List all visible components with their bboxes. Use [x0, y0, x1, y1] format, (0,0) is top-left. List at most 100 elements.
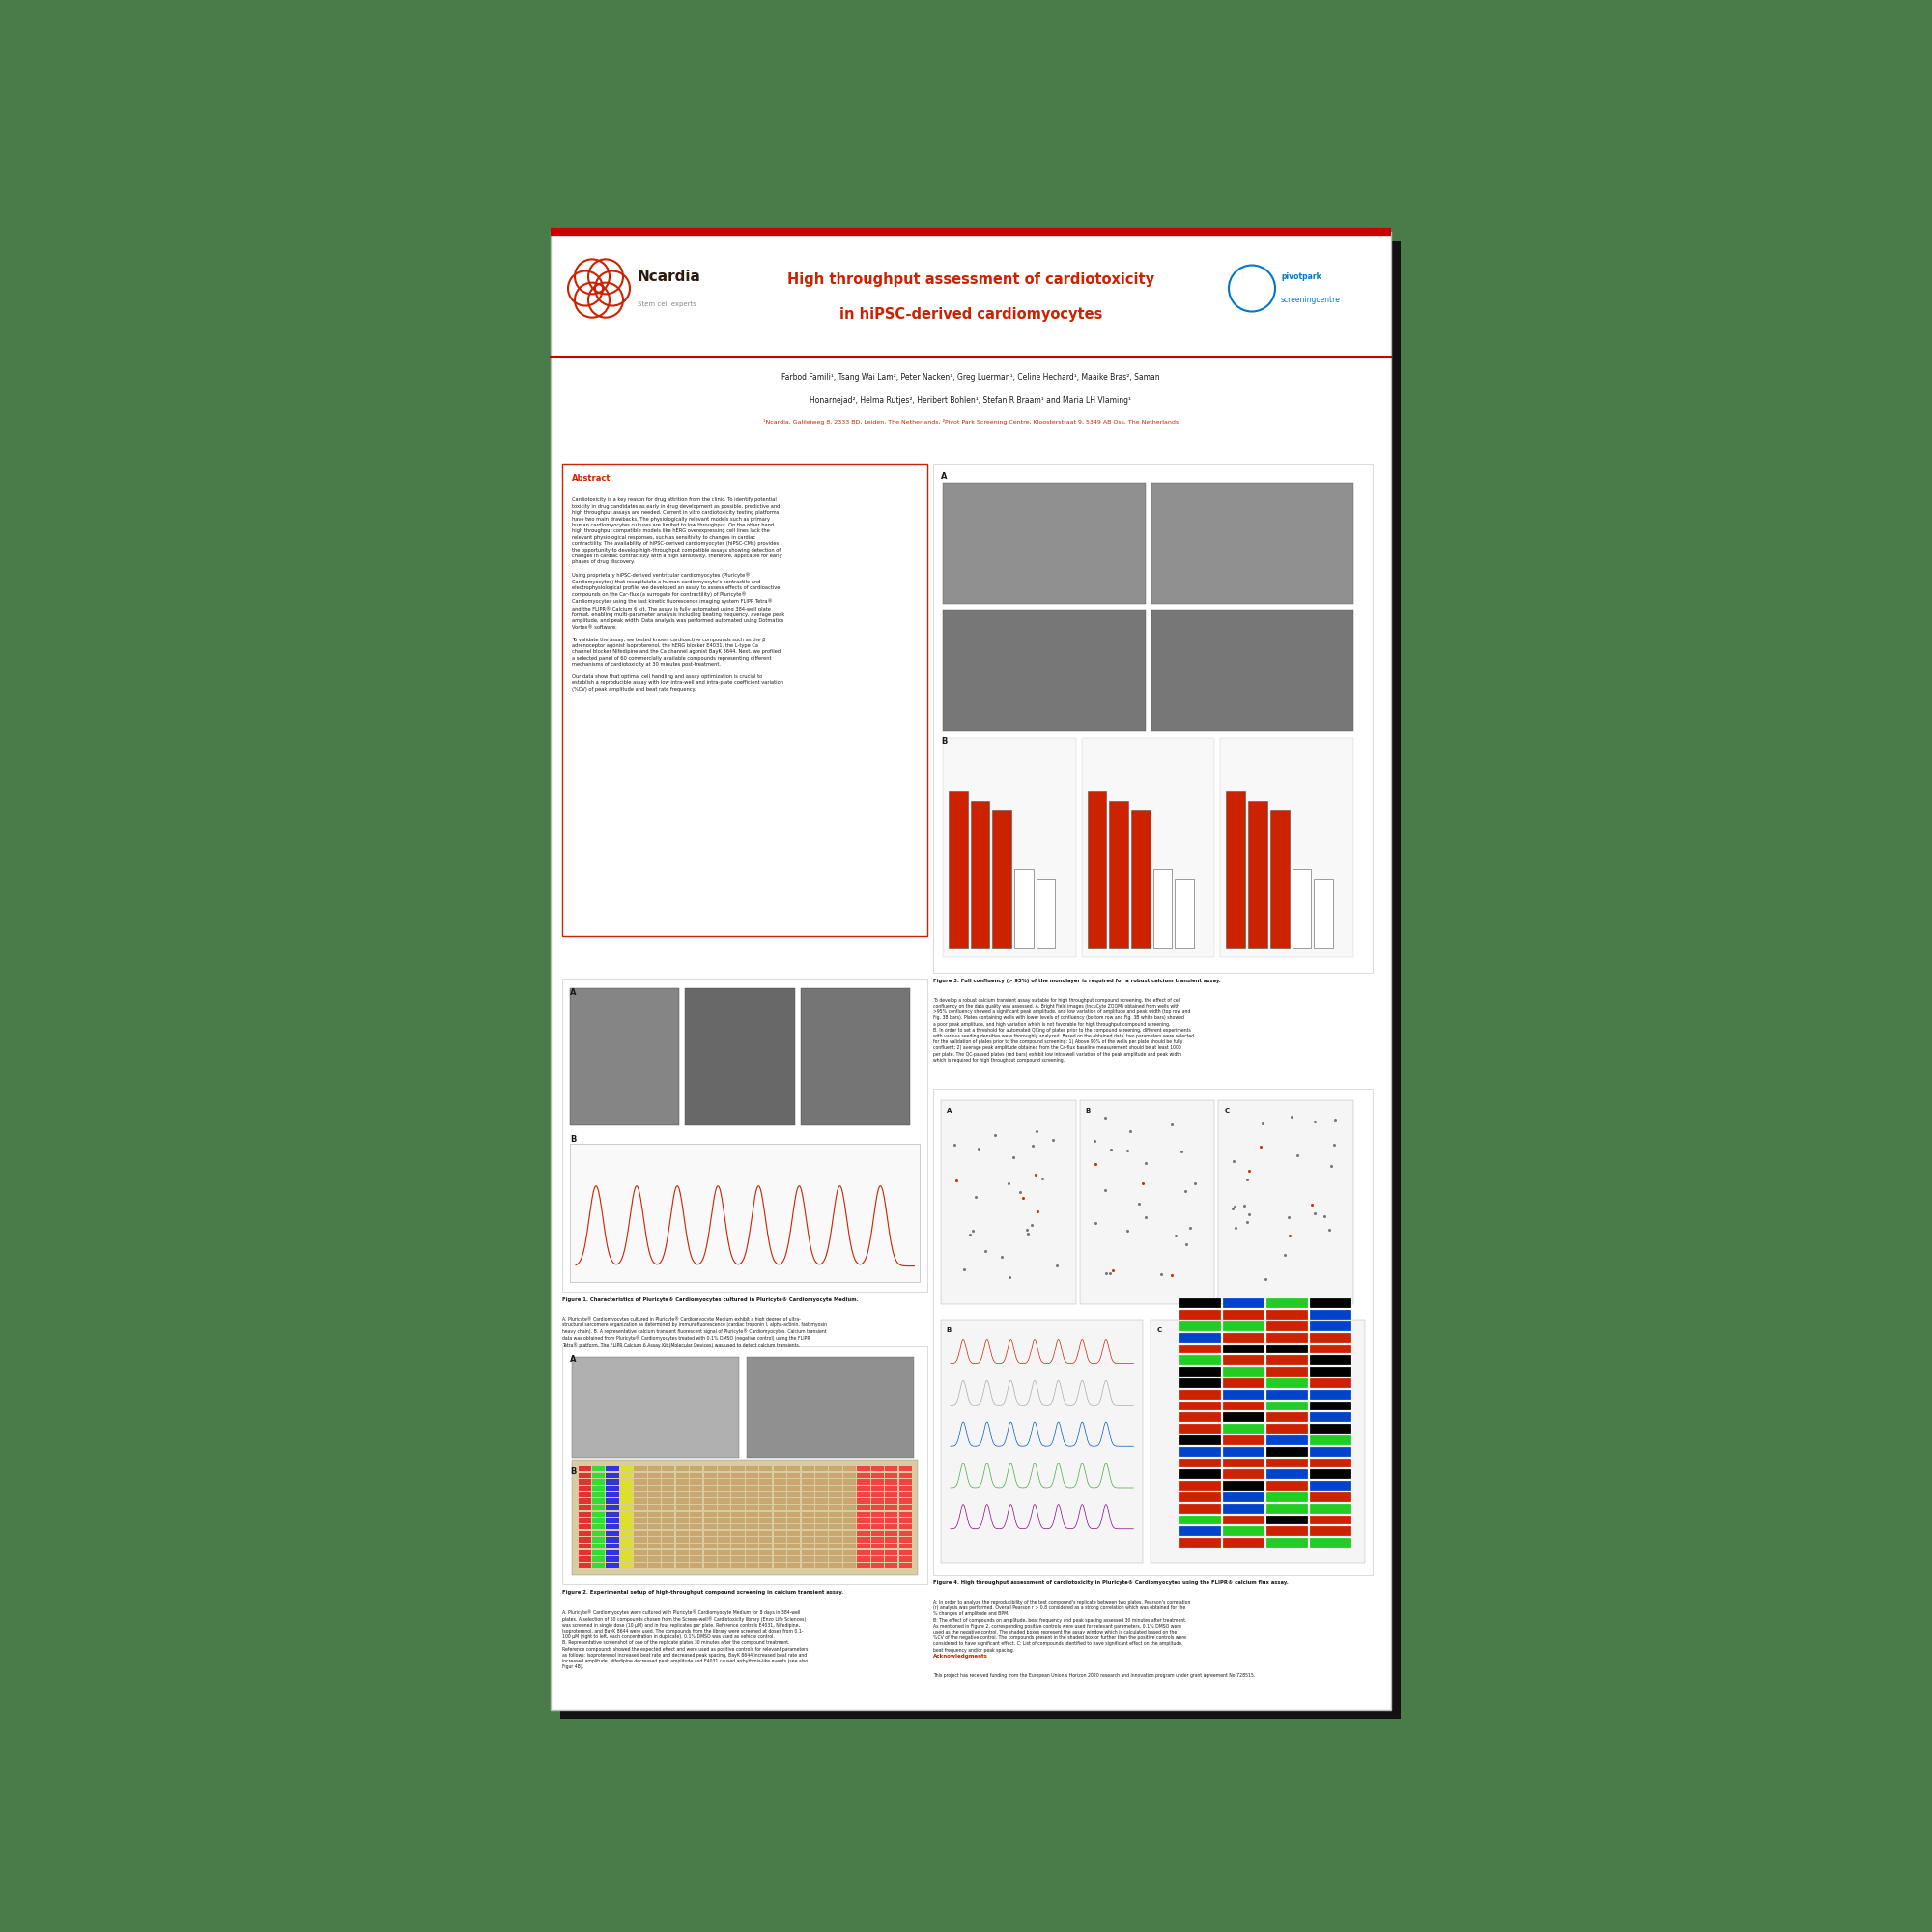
- Bar: [773, 1492, 786, 1497]
- Text: B: B: [570, 1466, 576, 1476]
- Bar: [1267, 1526, 1308, 1536]
- Bar: [773, 1505, 786, 1511]
- Bar: [802, 1563, 813, 1569]
- Text: in hiPSC-derived cardiomyocytes: in hiPSC-derived cardiomyocytes: [838, 307, 1103, 321]
- Bar: [1310, 1356, 1352, 1366]
- Bar: [647, 1499, 661, 1503]
- Bar: [703, 1563, 717, 1569]
- Bar: [620, 1544, 634, 1549]
- Bar: [1180, 1470, 1221, 1480]
- Bar: [732, 1549, 744, 1555]
- Text: B: B: [947, 1327, 952, 1333]
- Bar: [732, 1486, 744, 1492]
- Bar: [788, 1486, 800, 1492]
- Bar: [620, 1472, 634, 1478]
- Bar: [1310, 1389, 1352, 1399]
- Bar: [1310, 1310, 1352, 1320]
- Bar: [842, 1557, 856, 1561]
- FancyBboxPatch shape: [943, 611, 1146, 732]
- Bar: [690, 1486, 703, 1492]
- FancyBboxPatch shape: [1151, 1320, 1366, 1563]
- Bar: [815, 1472, 829, 1478]
- FancyBboxPatch shape: [943, 738, 1076, 956]
- FancyBboxPatch shape: [943, 483, 1146, 605]
- Bar: [1267, 1538, 1308, 1548]
- Bar: [1223, 1492, 1265, 1501]
- Bar: [676, 1480, 688, 1484]
- Bar: [620, 1549, 634, 1555]
- Bar: [1180, 1345, 1221, 1354]
- Bar: [949, 790, 968, 947]
- Bar: [802, 1549, 813, 1555]
- Bar: [815, 1505, 829, 1511]
- FancyBboxPatch shape: [570, 1144, 920, 1281]
- Bar: [676, 1538, 688, 1542]
- Bar: [578, 1492, 591, 1497]
- Bar: [871, 1549, 883, 1555]
- Bar: [815, 1563, 829, 1569]
- Text: screeningcentre: screeningcentre: [1281, 296, 1341, 305]
- Bar: [1223, 1368, 1265, 1376]
- Bar: [746, 1563, 759, 1569]
- Bar: [690, 1499, 703, 1503]
- Bar: [1267, 1298, 1308, 1308]
- Bar: [593, 1511, 605, 1517]
- Bar: [829, 1549, 842, 1555]
- Bar: [717, 1492, 730, 1497]
- Bar: [759, 1544, 773, 1549]
- Bar: [1267, 1482, 1308, 1490]
- Text: A: A: [941, 473, 947, 481]
- Bar: [676, 1530, 688, 1536]
- Bar: [620, 1499, 634, 1503]
- Bar: [746, 1538, 759, 1542]
- Bar: [1310, 1526, 1352, 1536]
- Bar: [1267, 1389, 1308, 1399]
- Bar: [634, 1480, 647, 1484]
- Bar: [634, 1499, 647, 1503]
- Bar: [690, 1549, 703, 1555]
- Bar: [1310, 1321, 1352, 1331]
- Bar: [759, 1530, 773, 1536]
- Bar: [1267, 1378, 1308, 1387]
- Text: Acknowledgments: Acknowledgments: [933, 1654, 987, 1658]
- Bar: [898, 1505, 912, 1511]
- Bar: [802, 1519, 813, 1522]
- Bar: [593, 1563, 605, 1569]
- Text: B: B: [570, 1136, 576, 1144]
- Bar: [732, 1499, 744, 1503]
- Bar: [732, 1563, 744, 1569]
- Bar: [759, 1524, 773, 1530]
- Bar: [593, 1480, 605, 1484]
- Bar: [802, 1524, 813, 1530]
- Bar: [759, 1499, 773, 1503]
- Bar: [1180, 1356, 1221, 1366]
- Bar: [746, 1499, 759, 1503]
- Bar: [746, 1544, 759, 1549]
- Bar: [703, 1538, 717, 1542]
- Bar: [1223, 1378, 1265, 1387]
- Bar: [593, 1505, 605, 1511]
- Bar: [703, 1499, 717, 1503]
- Bar: [634, 1557, 647, 1561]
- FancyBboxPatch shape: [570, 987, 680, 1126]
- Bar: [871, 1505, 883, 1511]
- Bar: [993, 810, 1010, 947]
- Bar: [1310, 1515, 1352, 1524]
- Bar: [647, 1557, 661, 1561]
- Bar: [1310, 1492, 1352, 1501]
- Bar: [871, 1492, 883, 1497]
- Bar: [634, 1549, 647, 1555]
- Bar: [676, 1492, 688, 1497]
- Bar: [1223, 1310, 1265, 1320]
- Bar: [829, 1557, 842, 1561]
- Bar: [1310, 1470, 1352, 1480]
- Bar: [858, 1538, 869, 1542]
- Bar: [885, 1480, 898, 1484]
- Bar: [717, 1480, 730, 1484]
- Bar: [593, 1544, 605, 1549]
- Text: Figure 1. Characteristics of Pluricyte® Cardiomyocytes cultured in Pluricyte® Ca: Figure 1. Characteristics of Pluricyte® …: [562, 1296, 858, 1302]
- Text: B: B: [1086, 1107, 1090, 1113]
- Bar: [885, 1530, 898, 1536]
- Bar: [871, 1480, 883, 1484]
- Bar: [663, 1563, 674, 1569]
